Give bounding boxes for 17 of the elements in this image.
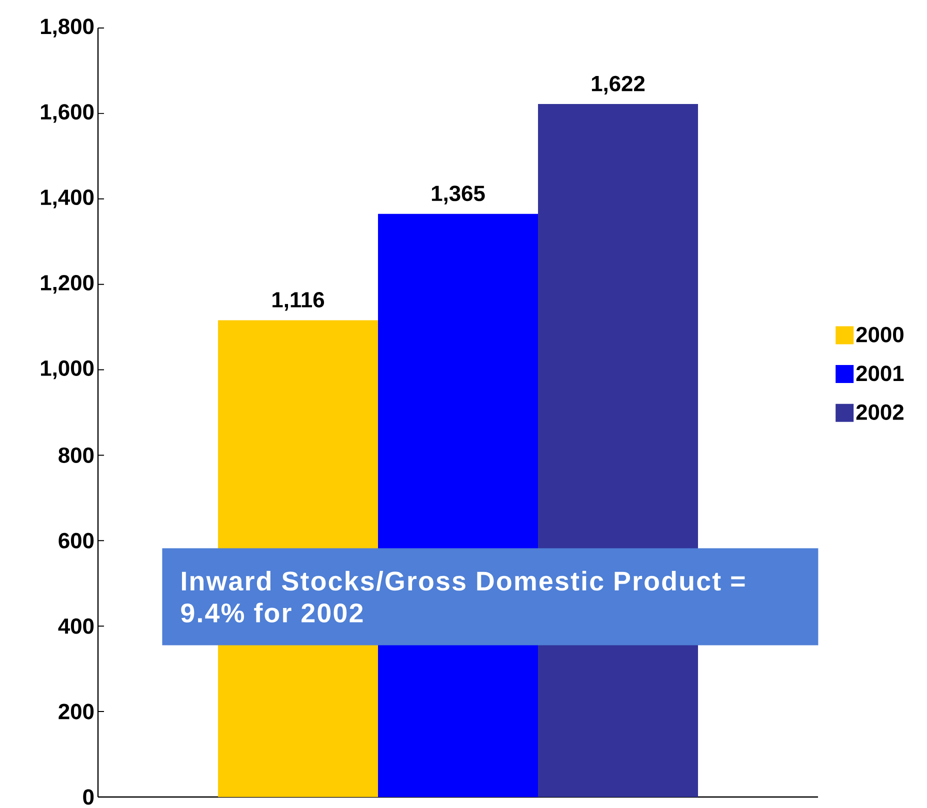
y-tick-label: 1,600 (41, 104, 94, 123)
data-label: 1,622 (592, 76, 645, 95)
y-tick-label: 1,200 (41, 274, 94, 294)
y-tick-label: 1,400 (41, 190, 94, 208)
data-label: 1,365 (432, 186, 485, 204)
y-tick-label: 1,000 (41, 360, 94, 380)
y-tick-label: 600 (58, 532, 94, 548)
legend-label: 2000 (856, 326, 904, 342)
data-label: 1,116 (272, 292, 324, 311)
legend-label: 2002 (856, 404, 904, 420)
annotation: Inward Stocks/Gross Domestic Product = 9.4% for 2002 (181, 570, 745, 623)
y-tick-label: 1,800 (41, 18, 94, 38)
y-tick-label: 400 (58, 618, 94, 634)
y-tick-label: 0 (83, 789, 94, 805)
y-tick-label: 200 (58, 704, 94, 720)
legend-label: 2001 (856, 366, 904, 382)
y-tick-label: 800 (58, 447, 94, 463)
